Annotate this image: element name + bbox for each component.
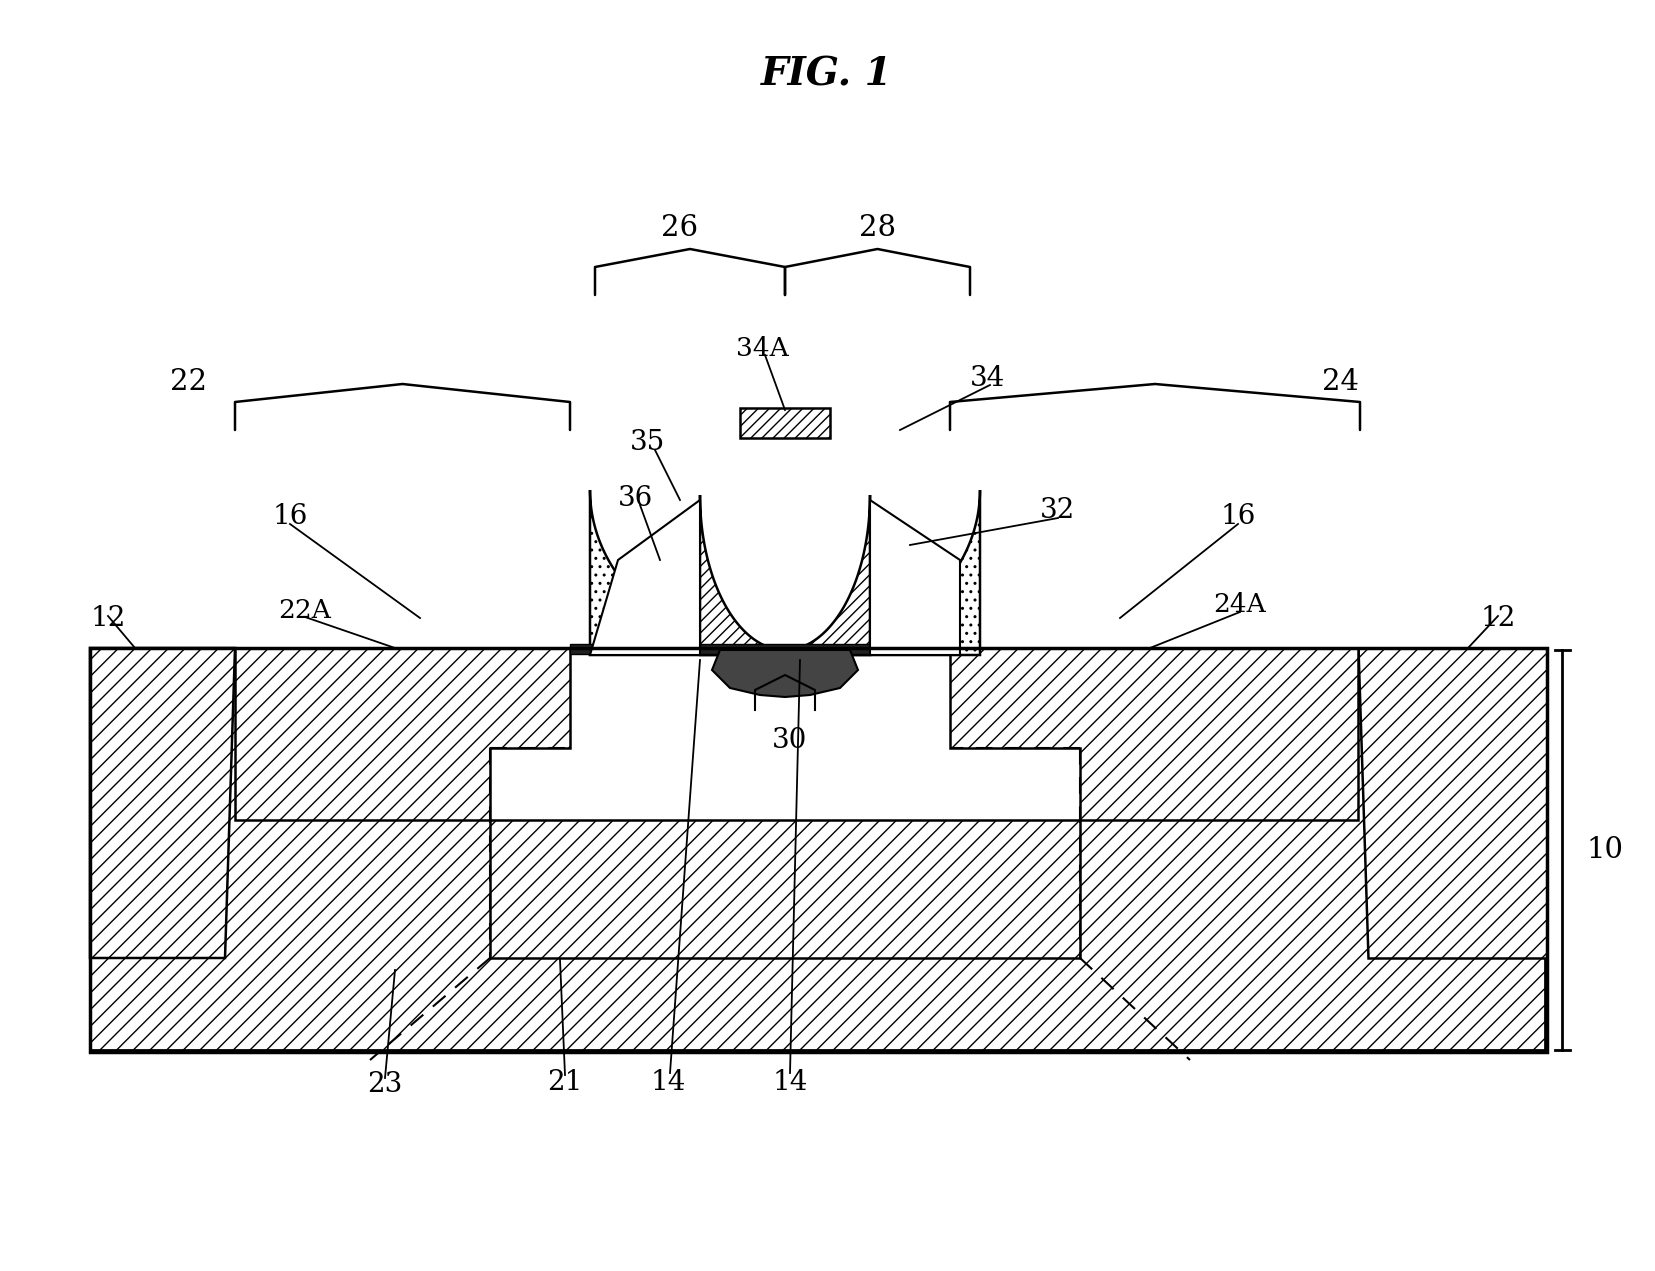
Polygon shape bbox=[235, 648, 569, 820]
Text: 36: 36 bbox=[617, 484, 652, 511]
Text: 12: 12 bbox=[1480, 605, 1516, 632]
Text: 22: 22 bbox=[169, 369, 207, 397]
Polygon shape bbox=[589, 500, 700, 655]
Polygon shape bbox=[569, 644, 950, 655]
Text: 30: 30 bbox=[773, 727, 808, 754]
Text: 32: 32 bbox=[1041, 497, 1076, 524]
Text: 34A: 34A bbox=[735, 336, 788, 361]
Polygon shape bbox=[89, 649, 1546, 1050]
Text: 26: 26 bbox=[662, 214, 698, 241]
Polygon shape bbox=[871, 500, 960, 655]
Text: 34: 34 bbox=[970, 365, 1006, 391]
Text: 10: 10 bbox=[1587, 836, 1624, 864]
Polygon shape bbox=[490, 649, 1081, 820]
Text: 23: 23 bbox=[367, 1071, 402, 1098]
Text: 22A: 22A bbox=[278, 597, 331, 623]
Polygon shape bbox=[589, 491, 980, 655]
Polygon shape bbox=[712, 649, 857, 697]
Text: 21: 21 bbox=[548, 1069, 583, 1097]
Text: 16: 16 bbox=[273, 502, 308, 530]
Polygon shape bbox=[89, 648, 235, 958]
Text: 16: 16 bbox=[1220, 502, 1256, 530]
Text: 14: 14 bbox=[650, 1069, 685, 1096]
Text: 28: 28 bbox=[859, 214, 897, 241]
Polygon shape bbox=[740, 408, 831, 438]
Text: FIG. 1: FIG. 1 bbox=[761, 56, 892, 94]
Text: 12: 12 bbox=[91, 605, 126, 632]
Polygon shape bbox=[700, 494, 871, 655]
Polygon shape bbox=[490, 820, 1081, 958]
Text: 24A: 24A bbox=[1213, 591, 1266, 616]
Polygon shape bbox=[1359, 648, 1547, 958]
Text: 35: 35 bbox=[631, 430, 665, 456]
Polygon shape bbox=[950, 648, 1359, 820]
Text: 14: 14 bbox=[773, 1069, 808, 1096]
Text: 24: 24 bbox=[1321, 369, 1359, 397]
